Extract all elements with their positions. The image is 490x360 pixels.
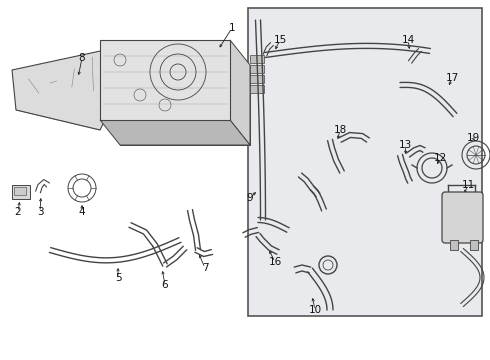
Text: 14: 14	[401, 35, 415, 45]
Text: 16: 16	[269, 257, 282, 267]
Text: 10: 10	[308, 305, 321, 315]
Text: 11: 11	[462, 180, 475, 190]
Text: 8: 8	[79, 53, 85, 63]
Text: 12: 12	[433, 153, 446, 163]
Text: 15: 15	[273, 35, 287, 45]
Polygon shape	[100, 120, 250, 145]
Bar	[450, 240, 458, 250]
Text: 2: 2	[15, 207, 21, 217]
Bar	[14, 187, 26, 195]
Text: 1: 1	[229, 23, 235, 33]
Text: 13: 13	[398, 140, 412, 150]
Bar	[250, 55, 264, 63]
Text: 5: 5	[115, 273, 122, 283]
Polygon shape	[230, 40, 250, 145]
Bar	[250, 85, 264, 93]
Bar	[470, 240, 478, 250]
Polygon shape	[100, 40, 230, 120]
Text: 3: 3	[37, 207, 43, 217]
Text: 7: 7	[202, 263, 208, 273]
FancyBboxPatch shape	[442, 192, 483, 243]
Bar	[12, 185, 30, 199]
Bar	[250, 75, 264, 83]
Bar	[248, 8, 482, 316]
Polygon shape	[12, 50, 120, 130]
Text: 19: 19	[466, 133, 480, 143]
Text: 6: 6	[162, 280, 168, 290]
Polygon shape	[120, 65, 250, 145]
Text: 4: 4	[79, 207, 85, 217]
Text: 18: 18	[333, 125, 346, 135]
Text: 17: 17	[445, 73, 459, 83]
Text: 9: 9	[246, 193, 253, 203]
Bar	[250, 65, 264, 73]
